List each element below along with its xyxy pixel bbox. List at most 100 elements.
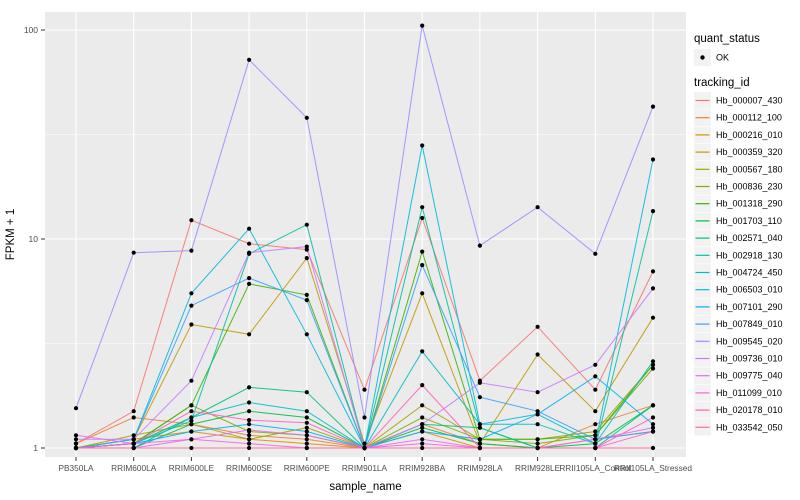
data-point — [189, 437, 194, 442]
data-point — [535, 422, 540, 427]
data-point — [304, 332, 309, 337]
data-point — [247, 427, 252, 433]
legend-label: Hb_000112_100 — [716, 113, 782, 123]
legend-label: Hb_009736_010 — [716, 354, 783, 364]
legend-group-quant-status: quant_status OK — [694, 33, 760, 66]
data-point — [189, 322, 194, 327]
data-point — [247, 385, 252, 390]
data-point — [73, 445, 79, 451]
legend-item-Hb_007849_010: Hb_007849_010 — [694, 315, 783, 333]
data-point — [477, 380, 482, 385]
data-point — [650, 425, 656, 430]
data-point — [304, 420, 309, 425]
x-tick-label: RRIM600LE — [169, 463, 215, 473]
data-point — [650, 429, 656, 434]
data-point — [420, 349, 425, 354]
data-point — [650, 366, 656, 371]
data-point — [189, 291, 194, 296]
data-point — [593, 433, 598, 438]
legend-label: Hb_020178_010 — [716, 405, 783, 415]
legend-label: Hb_000567_180 — [716, 164, 783, 174]
legend-item-Hb_004724_450: Hb_004724_450 — [694, 264, 783, 281]
x-tick-label: RRIM600LA — [111, 463, 157, 473]
data-point — [304, 441, 309, 446]
data-point — [131, 415, 136, 420]
data-point — [593, 437, 598, 442]
data-point — [362, 445, 367, 451]
legend-label: Hb_000216_010 — [716, 130, 783, 140]
data-point — [304, 437, 309, 442]
data-point — [131, 250, 136, 255]
data-point — [420, 403, 425, 408]
data-point — [650, 403, 656, 408]
data-point — [420, 437, 425, 442]
x-axis-title: sample_name — [329, 481, 401, 493]
data-point — [131, 437, 136, 442]
data-point — [420, 249, 425, 254]
gridlines — [45, 12, 686, 457]
data-point — [189, 429, 194, 434]
y-tick-label: 1 — [33, 443, 38, 453]
data-point — [477, 422, 482, 427]
data-point — [535, 205, 540, 210]
data-point — [304, 409, 309, 414]
data-point — [535, 409, 540, 414]
data-point — [420, 215, 425, 221]
data-point — [650, 286, 656, 291]
legend: quant_status OK tracking_id Hb_000007_430 Hb… — [694, 33, 783, 436]
data-point — [650, 209, 656, 214]
data-point — [593, 387, 598, 392]
data-point — [420, 143, 425, 148]
data-point — [189, 422, 194, 427]
data-point — [420, 383, 425, 388]
legend-item-Hb_000216_010: Hb_000216_010 — [694, 126, 783, 144]
legend-label-ok: OK — [716, 53, 729, 63]
data-point — [247, 409, 252, 414]
data-point — [189, 248, 194, 253]
data-point — [593, 441, 598, 446]
data-point — [189, 418, 194, 423]
x-tick-label: RRIM901LA — [342, 463, 388, 473]
legend-item-Hb_000112_100: Hb_000112_100 — [694, 109, 782, 126]
data-point — [304, 390, 309, 395]
data-point — [477, 445, 482, 451]
data-point — [477, 395, 482, 400]
data-point — [420, 429, 425, 434]
legend-item-Hb_000359_320: Hb_000359_320 — [694, 143, 783, 161]
data-point — [131, 441, 136, 446]
data-point — [247, 437, 252, 442]
data-point — [593, 429, 598, 434]
data-point — [247, 226, 252, 231]
legend-item-Hb_007101_290: Hb_007101_290 — [694, 298, 783, 316]
legend-title-tracking-id: tracking_id — [694, 77, 750, 89]
data-point — [247, 445, 252, 451]
data-point — [247, 250, 252, 255]
data-point — [247, 276, 252, 281]
data-point — [477, 437, 482, 442]
legend-label: Hb_033542_050 — [716, 422, 783, 432]
legend-label: Hb_009775_040 — [716, 371, 783, 381]
data-point — [420, 441, 425, 446]
data-point — [650, 362, 656, 367]
data-point — [420, 23, 425, 28]
x-tick-label: RRII105LA_Stressed — [614, 463, 692, 473]
x-tick-label: RRIM928BA — [399, 463, 446, 473]
data-point — [362, 387, 367, 392]
data-point — [131, 409, 136, 414]
data-point — [420, 445, 425, 451]
data-point — [650, 445, 656, 451]
y-tick-label: 100 — [24, 25, 38, 35]
data-point — [420, 425, 425, 430]
x-tick-label: PB350LA — [58, 463, 94, 473]
data-point — [189, 303, 194, 308]
legend-label: Hb_011099_010 — [716, 388, 782, 398]
legend-point-swatch — [700, 55, 705, 60]
axis-ticks — [41, 29, 654, 461]
data-point — [131, 433, 136, 438]
data-point — [304, 415, 309, 420]
data-point — [362, 415, 367, 420]
legend-item-Hb_011099_010: Hb_011099_010 — [694, 384, 782, 402]
x-tick-label: RRIM928LA — [457, 463, 503, 473]
data-point — [535, 441, 540, 446]
legend-label: Hb_002571_040 — [716, 233, 783, 243]
